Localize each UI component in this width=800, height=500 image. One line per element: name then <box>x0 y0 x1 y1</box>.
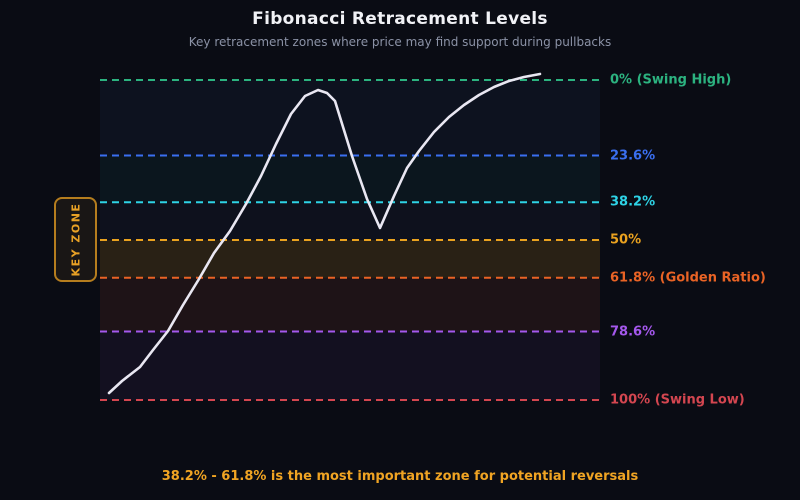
zone-band <box>100 277 600 332</box>
key-zone-label: KEY ZONE <box>69 202 83 277</box>
level-label: 78.6% <box>610 324 656 340</box>
level-label: 23.6% <box>610 148 656 164</box>
level-label: 0% (Swing High) <box>610 72 732 88</box>
chart-title: Fibonacci Retracement Levels <box>252 9 548 29</box>
key-zone-badge: KEY ZONE <box>54 197 97 282</box>
level-label: 100% (Swing Low) <box>610 392 745 408</box>
zone-band <box>100 240 600 278</box>
zone-band <box>100 202 600 240</box>
zone-band <box>100 331 600 400</box>
level-label: 61.8% (Golden Ratio) <box>610 270 766 286</box>
footer-note: 38.2% - 61.8% is the most important zone… <box>161 469 639 484</box>
level-label: 50% <box>610 232 642 248</box>
price-line <box>107 72 542 395</box>
zone-band <box>100 80 600 156</box>
zone-band <box>100 155 600 203</box>
level-label: 38.2% <box>610 194 656 210</box>
chart-subtitle: Key retracement zones where price may fi… <box>188 35 612 49</box>
